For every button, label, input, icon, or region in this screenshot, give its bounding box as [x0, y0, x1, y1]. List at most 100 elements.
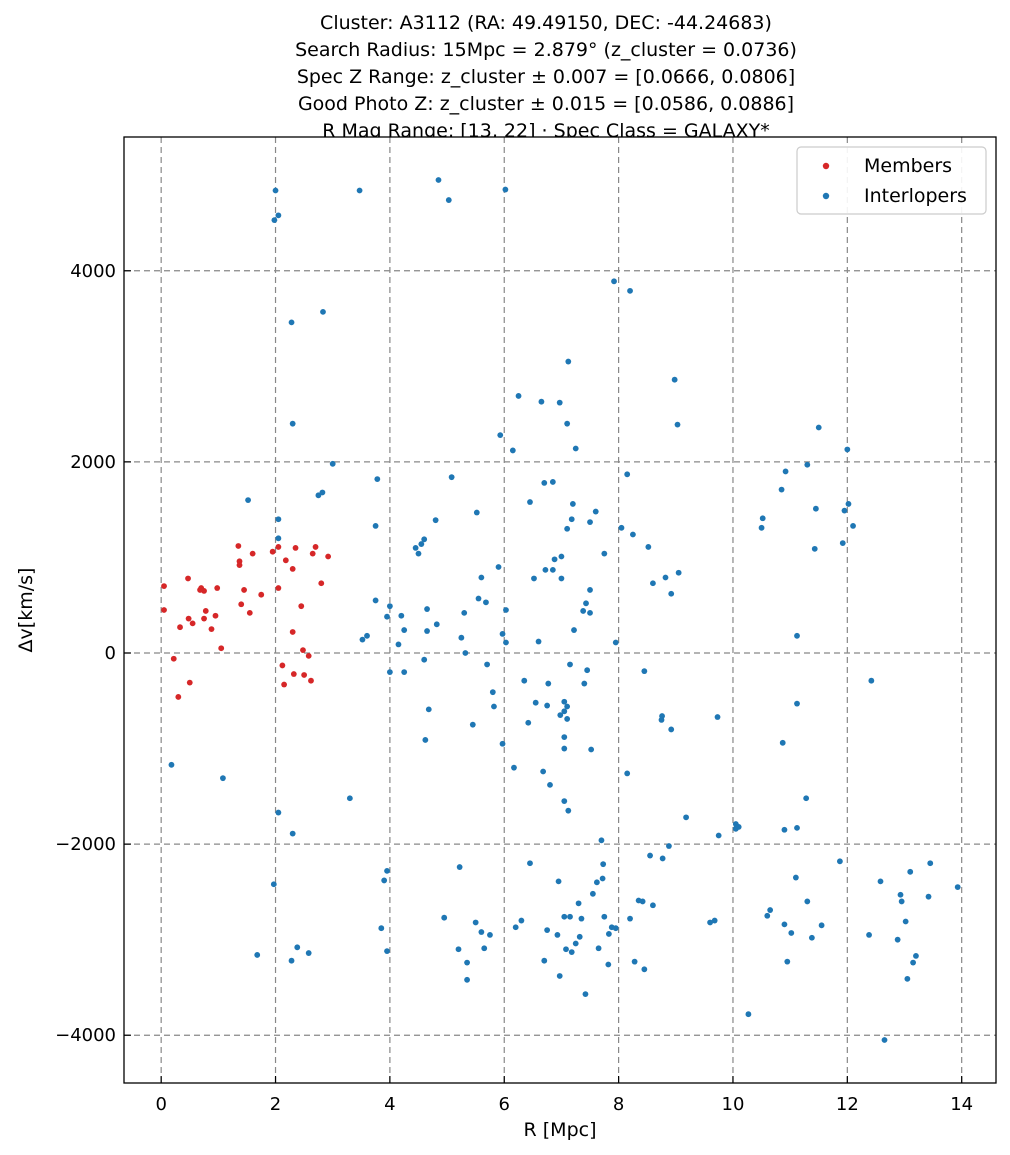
members-point — [275, 585, 282, 591]
interlopers-point — [549, 566, 556, 573]
interlopers-point — [561, 734, 568, 740]
members-point — [238, 601, 245, 608]
interlopers-point — [624, 770, 631, 777]
interlopers-point — [421, 656, 428, 663]
members-point — [279, 662, 286, 669]
interlopers-point — [433, 621, 440, 628]
members-point — [305, 652, 312, 659]
members-point — [309, 550, 316, 557]
interlopers-point — [374, 476, 381, 482]
interlopers-point — [168, 761, 175, 768]
interlopers-point — [491, 703, 497, 710]
interlopers-point — [561, 708, 568, 715]
interlopers-point — [401, 627, 408, 633]
interlopers-point — [462, 650, 469, 656]
interlopers-point — [401, 669, 408, 676]
interlopers-point — [897, 891, 904, 898]
members-point — [269, 548, 276, 555]
interlopers-point — [555, 878, 562, 885]
interlopers-point — [289, 420, 296, 427]
interlopers-point — [564, 703, 571, 710]
interlopers-point — [464, 959, 470, 966]
interlopers-point — [627, 915, 633, 922]
interlopers-point — [624, 471, 631, 478]
title-line-1: Cluster: A3112 (RA: 49.49150, DEC: -44.2… — [320, 12, 772, 34]
interlopers-point — [489, 689, 496, 696]
interlopers-point — [595, 945, 602, 952]
interlopers-point — [630, 531, 636, 538]
members-point — [177, 624, 183, 631]
interlopers-point — [904, 975, 911, 982]
members-point — [214, 585, 221, 591]
members-point — [292, 544, 299, 551]
interlopers-point — [535, 638, 542, 645]
members-point — [241, 587, 247, 593]
interlopers-point — [499, 740, 506, 747]
interlopers-point — [571, 627, 577, 633]
interlopers-point — [815, 424, 822, 431]
interlopers-point — [592, 508, 599, 515]
interlopers-point — [386, 603, 393, 610]
interlopers-point — [359, 636, 366, 643]
x-tick-label: 14 — [950, 1094, 973, 1115]
members-point — [318, 580, 325, 587]
interlopers-point — [866, 931, 872, 938]
x-tick-label: 2 — [270, 1094, 281, 1115]
x-tick-label: 8 — [613, 1094, 624, 1115]
members-point — [258, 591, 265, 598]
members-point — [161, 583, 167, 590]
interlopers-point — [395, 641, 402, 648]
interlopers-point — [714, 714, 721, 720]
x-axis-ticks: 0 2 4 6 8 10 12 14 — [155, 1076, 973, 1115]
members-point — [308, 677, 314, 684]
members-point — [235, 543, 242, 549]
members-point — [300, 647, 306, 654]
interlopers-point — [902, 918, 909, 925]
interlopers-point — [398, 612, 405, 619]
interlopers-point — [605, 961, 612, 968]
interlopers-point — [495, 564, 502, 570]
interlopers-point — [557, 712, 564, 719]
members-point — [185, 615, 192, 622]
title-line-2: Search Radius: 15Mpc = 2.879° (z_cluster… — [295, 39, 797, 61]
interlopers-point — [527, 499, 533, 505]
interlopers-point — [788, 930, 795, 936]
members-series — [161, 543, 332, 700]
interlopers-point — [532, 699, 539, 706]
interlopers-point — [288, 319, 295, 326]
interlopers-point — [907, 868, 914, 875]
interlopers-point — [925, 893, 932, 900]
interlopers-point — [563, 946, 569, 953]
interlopers-point — [767, 907, 774, 913]
interlopers-point — [668, 590, 675, 597]
interlopers-point — [469, 721, 476, 728]
members-point — [275, 544, 282, 550]
interlopers-point — [305, 950, 312, 956]
members-point — [249, 550, 256, 557]
members-point — [161, 607, 167, 613]
interlopers-point — [650, 580, 656, 587]
interlopers-point — [518, 917, 525, 924]
interlopers-point — [538, 398, 545, 405]
interlopers-point — [499, 630, 506, 637]
y-axis-label: Δv[km/s] — [15, 568, 37, 653]
interlopers-point — [572, 940, 579, 947]
legend-marker-members — [822, 162, 830, 170]
members-point — [289, 566, 296, 572]
interlopers-point — [384, 948, 390, 955]
members-point — [325, 553, 332, 560]
interlopers-point — [759, 515, 766, 522]
interlopers-point — [481, 945, 488, 952]
members-point — [298, 603, 305, 610]
interlopers-point — [910, 959, 916, 966]
interlopers-point — [954, 884, 961, 891]
interlopers-point — [487, 931, 493, 938]
interlopers-point — [683, 814, 689, 821]
interlopers-point — [448, 474, 455, 481]
interlopers-point — [782, 468, 789, 475]
interlopers-point — [803, 795, 810, 802]
interlopers-point — [565, 358, 572, 365]
interlopers-point — [605, 931, 612, 937]
interlopers-point — [587, 609, 593, 616]
interlopers-point — [294, 944, 301, 951]
